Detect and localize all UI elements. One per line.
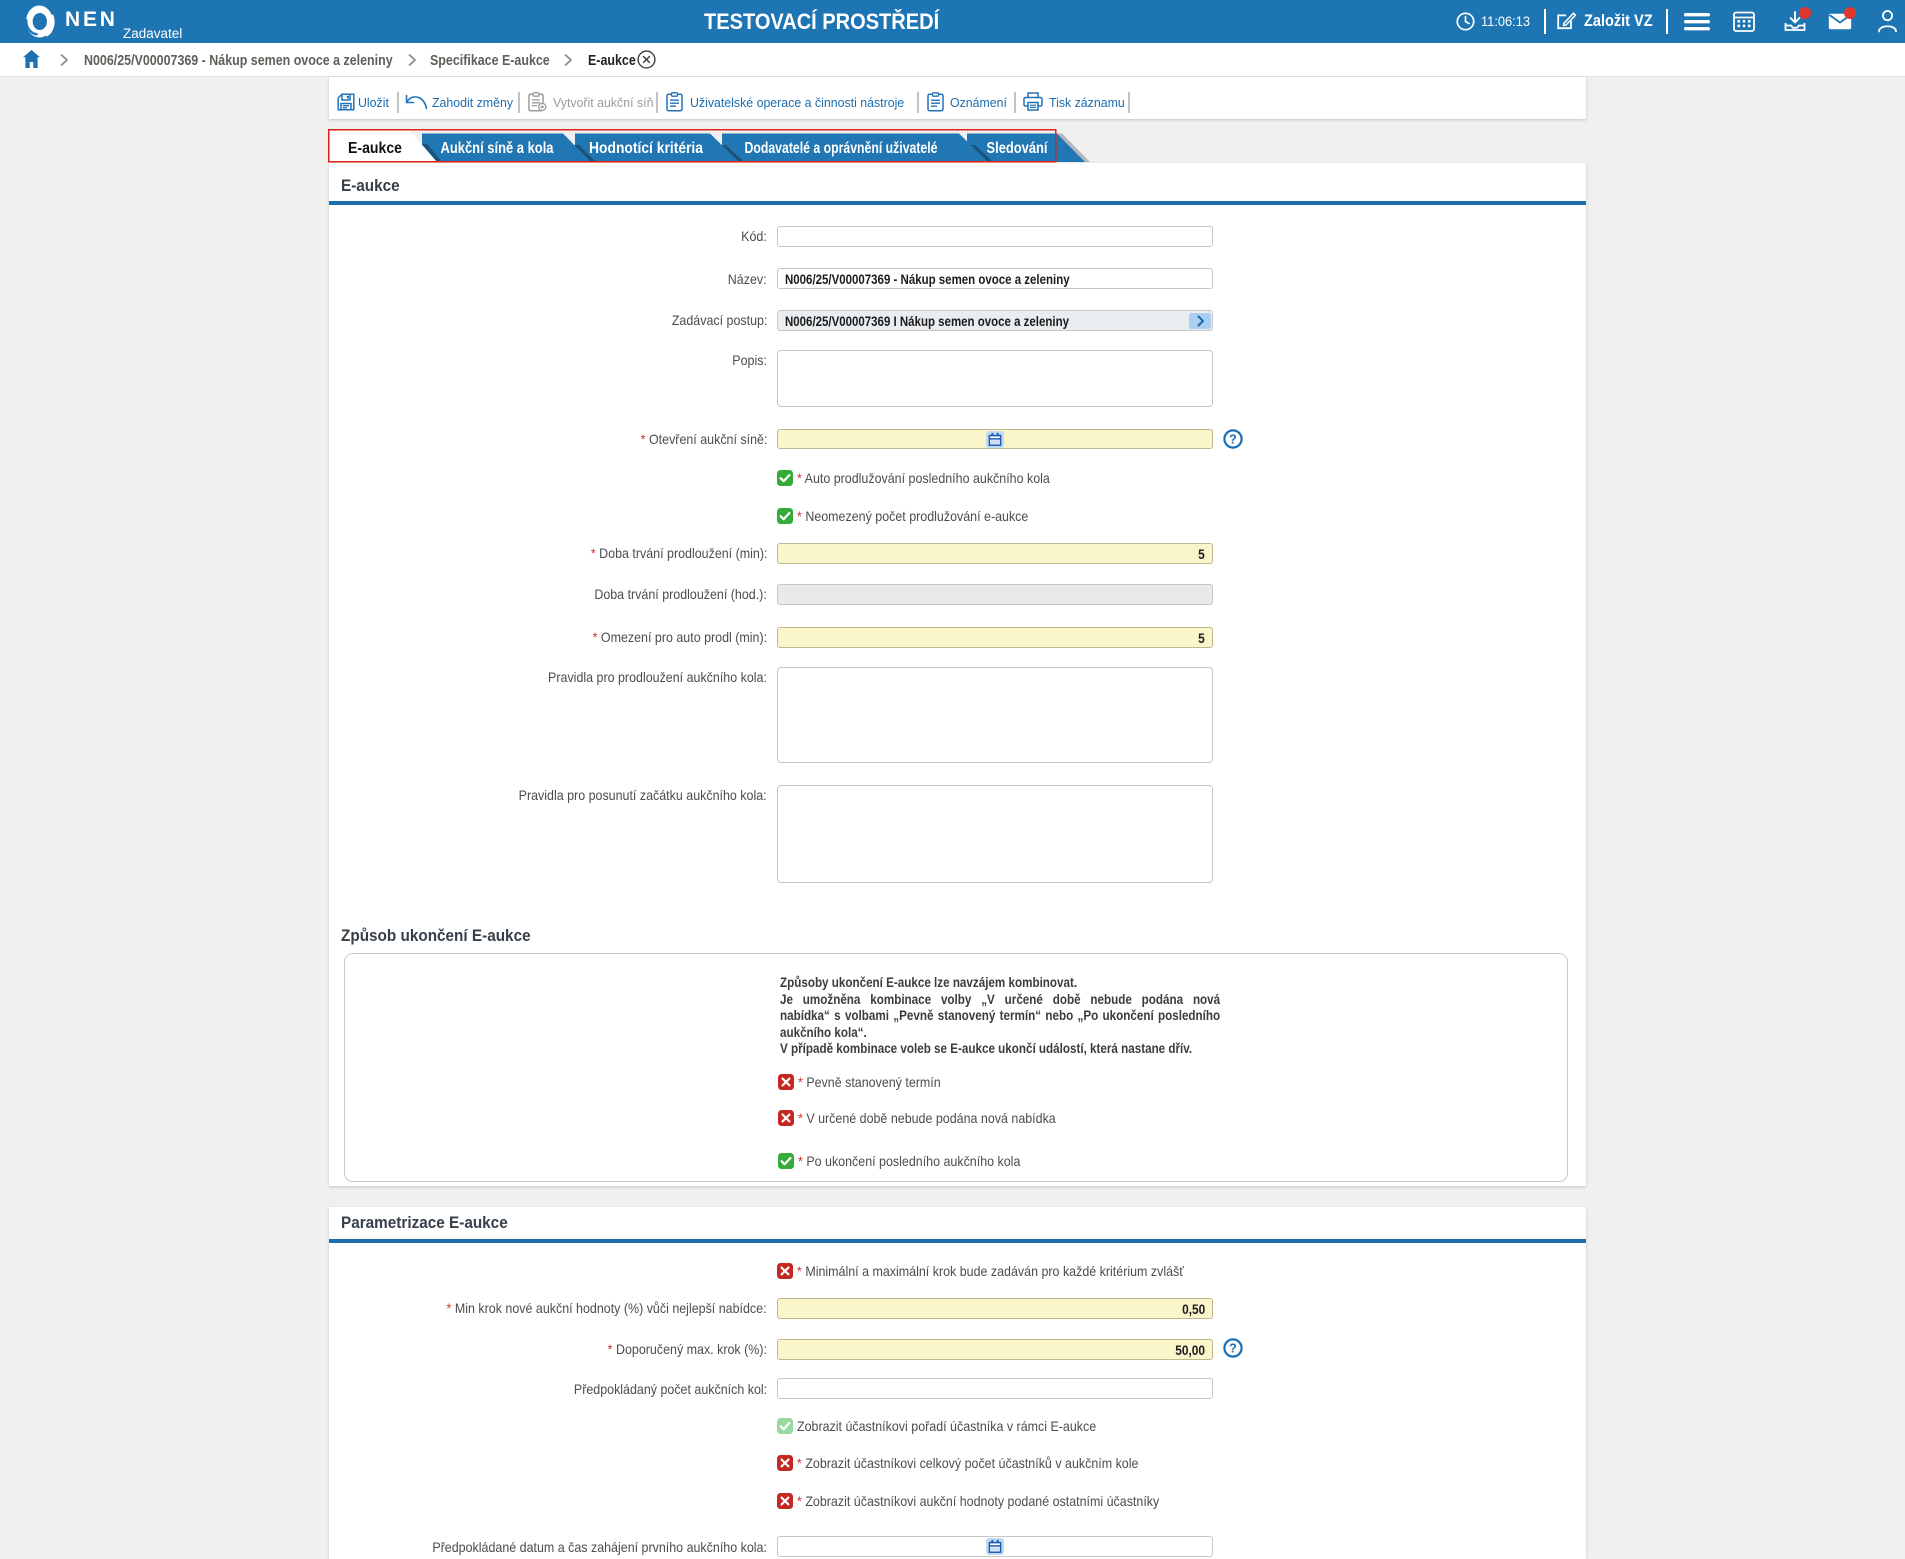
svg-text:?: ? [1229,1341,1237,1355]
svg-text:Dodavatelé a oprávnění uživate: Dodavatelé a oprávnění uživatelé [745,140,938,157]
svg-text:Aukční síně a kola: Aukční síně a kola [441,140,554,157]
svg-text:?: ? [1229,432,1237,446]
svg-text:E-aukce: E-aukce [348,140,402,157]
svg-text:Sledování: Sledování [987,140,1049,157]
svg-text:Hodnotící kritéria: Hodnotící kritéria [589,140,703,157]
